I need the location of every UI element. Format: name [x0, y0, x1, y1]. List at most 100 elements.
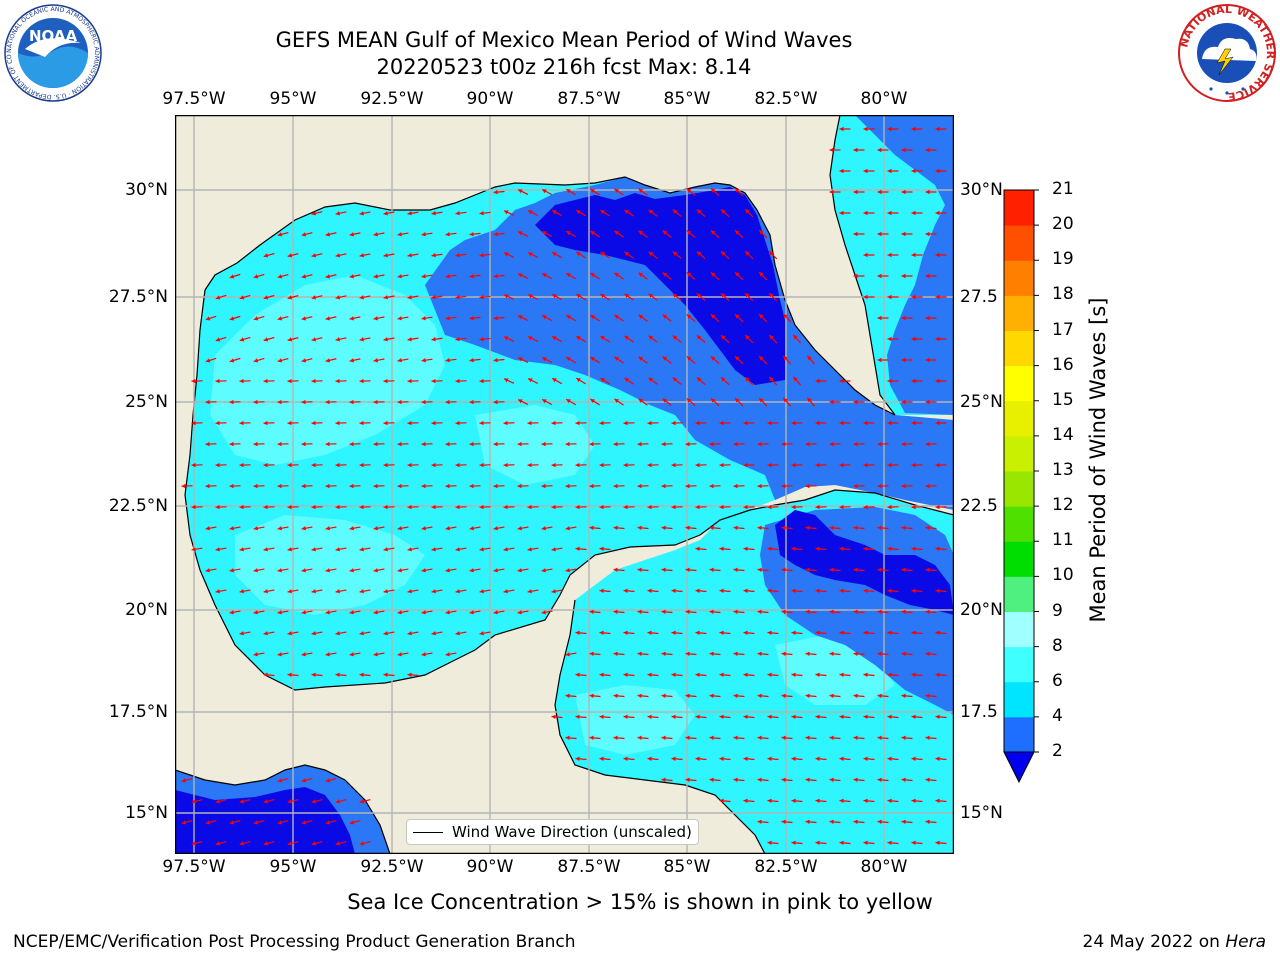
wind-arrow: [335, 378, 347, 384]
wind-arrow: [205, 568, 217, 573]
wind-arrow: [421, 441, 433, 447]
wind-arrow: [768, 250, 778, 260]
wind-arrow: [853, 231, 865, 237]
chart-title: GEFS MEAN Gulf of Mexico Mean Period of …: [275, 28, 853, 52]
wind-arrow: [613, 441, 625, 447]
wind-arrow: [829, 567, 841, 573]
wind-arrow: [911, 294, 923, 300]
wind-arrow: [325, 819, 337, 825]
wind-arrow: [503, 336, 515, 342]
colorbar-level-label: 11: [1052, 530, 1074, 551]
wind-arrow: [359, 378, 371, 384]
wind-arrow: [648, 293, 658, 301]
wind-arrow: [205, 483, 217, 489]
wind-arrow: [887, 798, 899, 804]
wind-arrow: [589, 609, 601, 615]
wind-arrow: [541, 526, 553, 531]
wind-arrow: [887, 462, 899, 468]
wind-arrow: [565, 314, 577, 322]
wind-arrow: [925, 609, 937, 615]
wind-arrow: [181, 483, 193, 489]
wind-arrow: [600, 377, 610, 385]
wind-arrow: [720, 208, 730, 218]
wind-arrow: [815, 840, 827, 846]
wind-arrow: [839, 630, 851, 636]
wind-arrow: [901, 147, 913, 153]
wind-arrow: [757, 483, 769, 489]
wind-arrow: [407, 462, 419, 468]
wind-arrow: [887, 252, 899, 258]
map-frame: [175, 115, 954, 854]
wind-arrow: [925, 399, 937, 405]
wind-arrow: [791, 420, 803, 426]
wind-arrow: [768, 334, 778, 344]
wind-arrow: [541, 314, 553, 322]
wind-arrow: [479, 294, 491, 300]
wind-arrow: [781, 483, 793, 489]
wind-arrow: [383, 253, 395, 258]
wind-arrow: [277, 777, 289, 783]
colorbar-segment: [1004, 506, 1034, 542]
wind-arrow: [541, 188, 553, 196]
wind-arrow: [758, 271, 768, 281]
wind-arrow: [301, 316, 313, 321]
wind-arrow: [277, 483, 289, 489]
wind-arrow: [229, 610, 241, 615]
wind-arrow: [263, 336, 275, 342]
wind-arrow: [661, 651, 673, 657]
wind-arrow: [600, 335, 610, 343]
wind-arrow: [781, 609, 793, 615]
wind-arrow: [791, 672, 803, 678]
wind-arrow: [623, 756, 635, 762]
wind-arrow: [421, 483, 433, 489]
wind-arrow: [445, 652, 457, 657]
wind-arrow: [638, 188, 648, 196]
wind-arrow: [503, 462, 515, 468]
wind-arrow: [863, 546, 875, 552]
wind-arrow: [335, 253, 347, 258]
wind-arrow: [397, 232, 409, 237]
wind-arrow: [925, 483, 937, 489]
wind-arrow: [575, 293, 587, 301]
lon-tick-bottom: 95°W: [269, 857, 317, 877]
wind-arrow: [815, 756, 827, 762]
wind-arrow: [253, 568, 265, 573]
wind-arrow: [575, 462, 587, 468]
wind-arrow: [901, 735, 913, 741]
wind-arrow: [695, 588, 707, 594]
wind-arrow: [421, 610, 433, 615]
wind-arrow: [829, 777, 841, 783]
wind-arrow: [229, 441, 241, 447]
wind-arrow: [624, 377, 634, 385]
wind-arrow: [239, 798, 251, 804]
wind-arrow: [503, 210, 515, 216]
lat-tick-left: 25°N: [125, 392, 168, 412]
wind-arrow: [624, 209, 634, 217]
wind-arrow: [445, 610, 457, 615]
wind-arrow: [901, 483, 913, 489]
wind-arrow: [263, 798, 275, 804]
wind-arrow: [613, 609, 625, 615]
wind-arrow: [791, 588, 803, 594]
wind-arrow: [541, 441, 553, 447]
wind-arrow: [263, 840, 275, 846]
wind-arrow: [877, 357, 889, 363]
wind-arrow: [767, 630, 779, 636]
wind-arrow: [805, 567, 817, 573]
wind-arrow: [263, 420, 275, 426]
wind-arrow: [383, 547, 395, 552]
wind-arrow: [637, 693, 649, 699]
lon-tick-top: 87.5°W: [557, 89, 621, 109]
wind-arrow: [647, 756, 659, 762]
wind-arrow: [901, 525, 913, 531]
wind-arrow: [335, 462, 347, 468]
wind-arrow: [383, 462, 395, 468]
lat-tick-right: 20°N: [960, 600, 1003, 620]
wind-arrow: [911, 756, 923, 762]
wind-arrow: [839, 378, 851, 384]
wind-arrow: [383, 504, 395, 510]
wind-arrow: [287, 378, 299, 384]
wind-arrow: [589, 525, 601, 531]
wind-arrow: [720, 292, 730, 302]
wind-arrow: [734, 271, 744, 281]
